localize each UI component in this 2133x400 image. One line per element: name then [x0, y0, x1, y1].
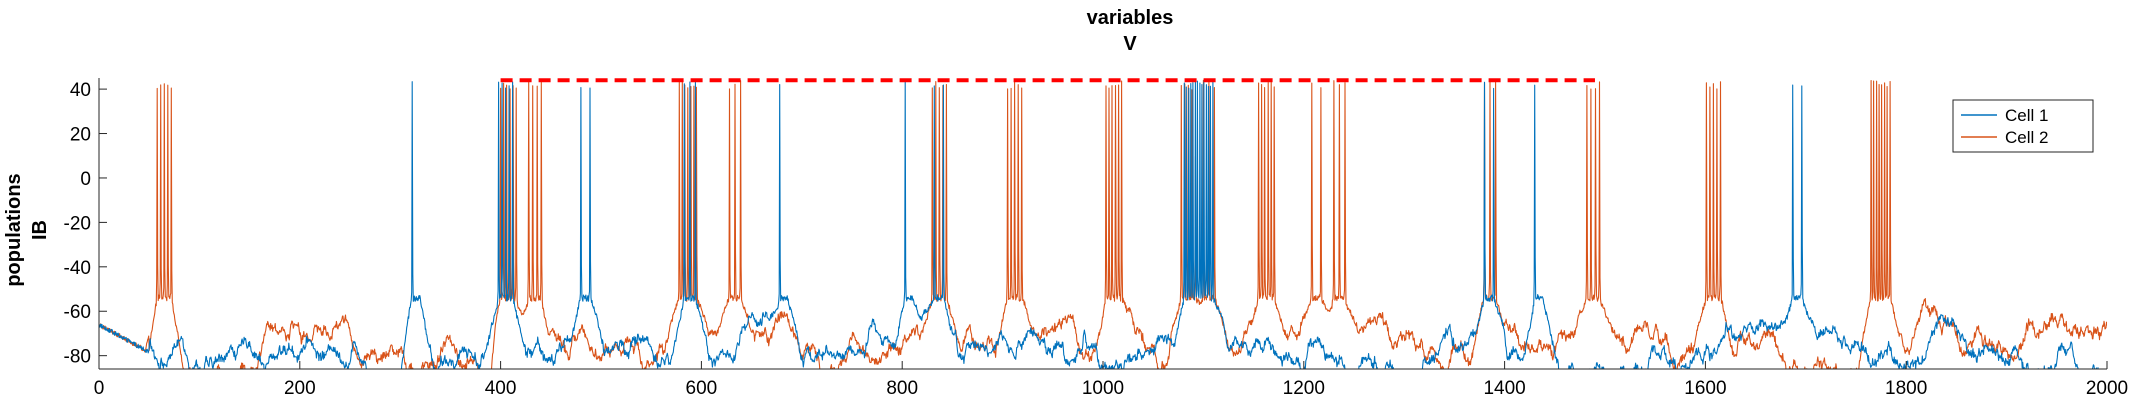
series-layer: [99, 79, 2107, 369]
y-tick-label: -80: [64, 347, 91, 368]
x-tick-label: 1200: [1283, 378, 1325, 399]
series-line-cell-2: [99, 79, 2107, 369]
chart-title-line-2: V: [1123, 33, 1137, 55]
y-axis-label-line-2: IB: [29, 220, 51, 240]
x-tick-label: 200: [284, 378, 316, 399]
series-line-cell-1: [99, 79, 2099, 369]
legend-label: Cell 2: [2005, 128, 2048, 147]
x-tick-label: 1000: [1082, 378, 1124, 399]
y-tick-label: -20: [64, 213, 91, 234]
x-tick-label: 1400: [1483, 378, 1525, 399]
y-axis-label-line-1: populations: [3, 173, 25, 286]
legend-box: [1952, 99, 2094, 153]
x-tick-label: 2000: [2086, 378, 2128, 399]
x-tick-label: 1600: [1684, 378, 1726, 399]
y-tick-label: 20: [70, 125, 91, 146]
y-tick-label: -60: [64, 302, 91, 323]
y-tick-label: 40: [70, 80, 91, 101]
x-tick-label: 1800: [1885, 378, 1927, 399]
legend-label: Cell 1: [2005, 106, 2048, 125]
legend: Cell 1 Cell 2: [1952, 99, 2094, 153]
x-tick-label: 800: [886, 378, 918, 399]
x-tick-label: 0: [94, 378, 105, 399]
x-tick-label: 600: [686, 378, 718, 399]
x-tick-label: 400: [485, 378, 517, 399]
chart-title: variables V: [1087, 7, 1174, 55]
y-axis-label: populations IB: [3, 173, 51, 286]
chart-title-line-1: variables: [1087, 7, 1174, 29]
y-tick-label: 0: [80, 169, 91, 190]
axes: 0 200 400 600 800 1000 1200 1400 1600 1800 2000-80…: [64, 78, 2128, 399]
y-tick-label: -40: [64, 258, 91, 279]
